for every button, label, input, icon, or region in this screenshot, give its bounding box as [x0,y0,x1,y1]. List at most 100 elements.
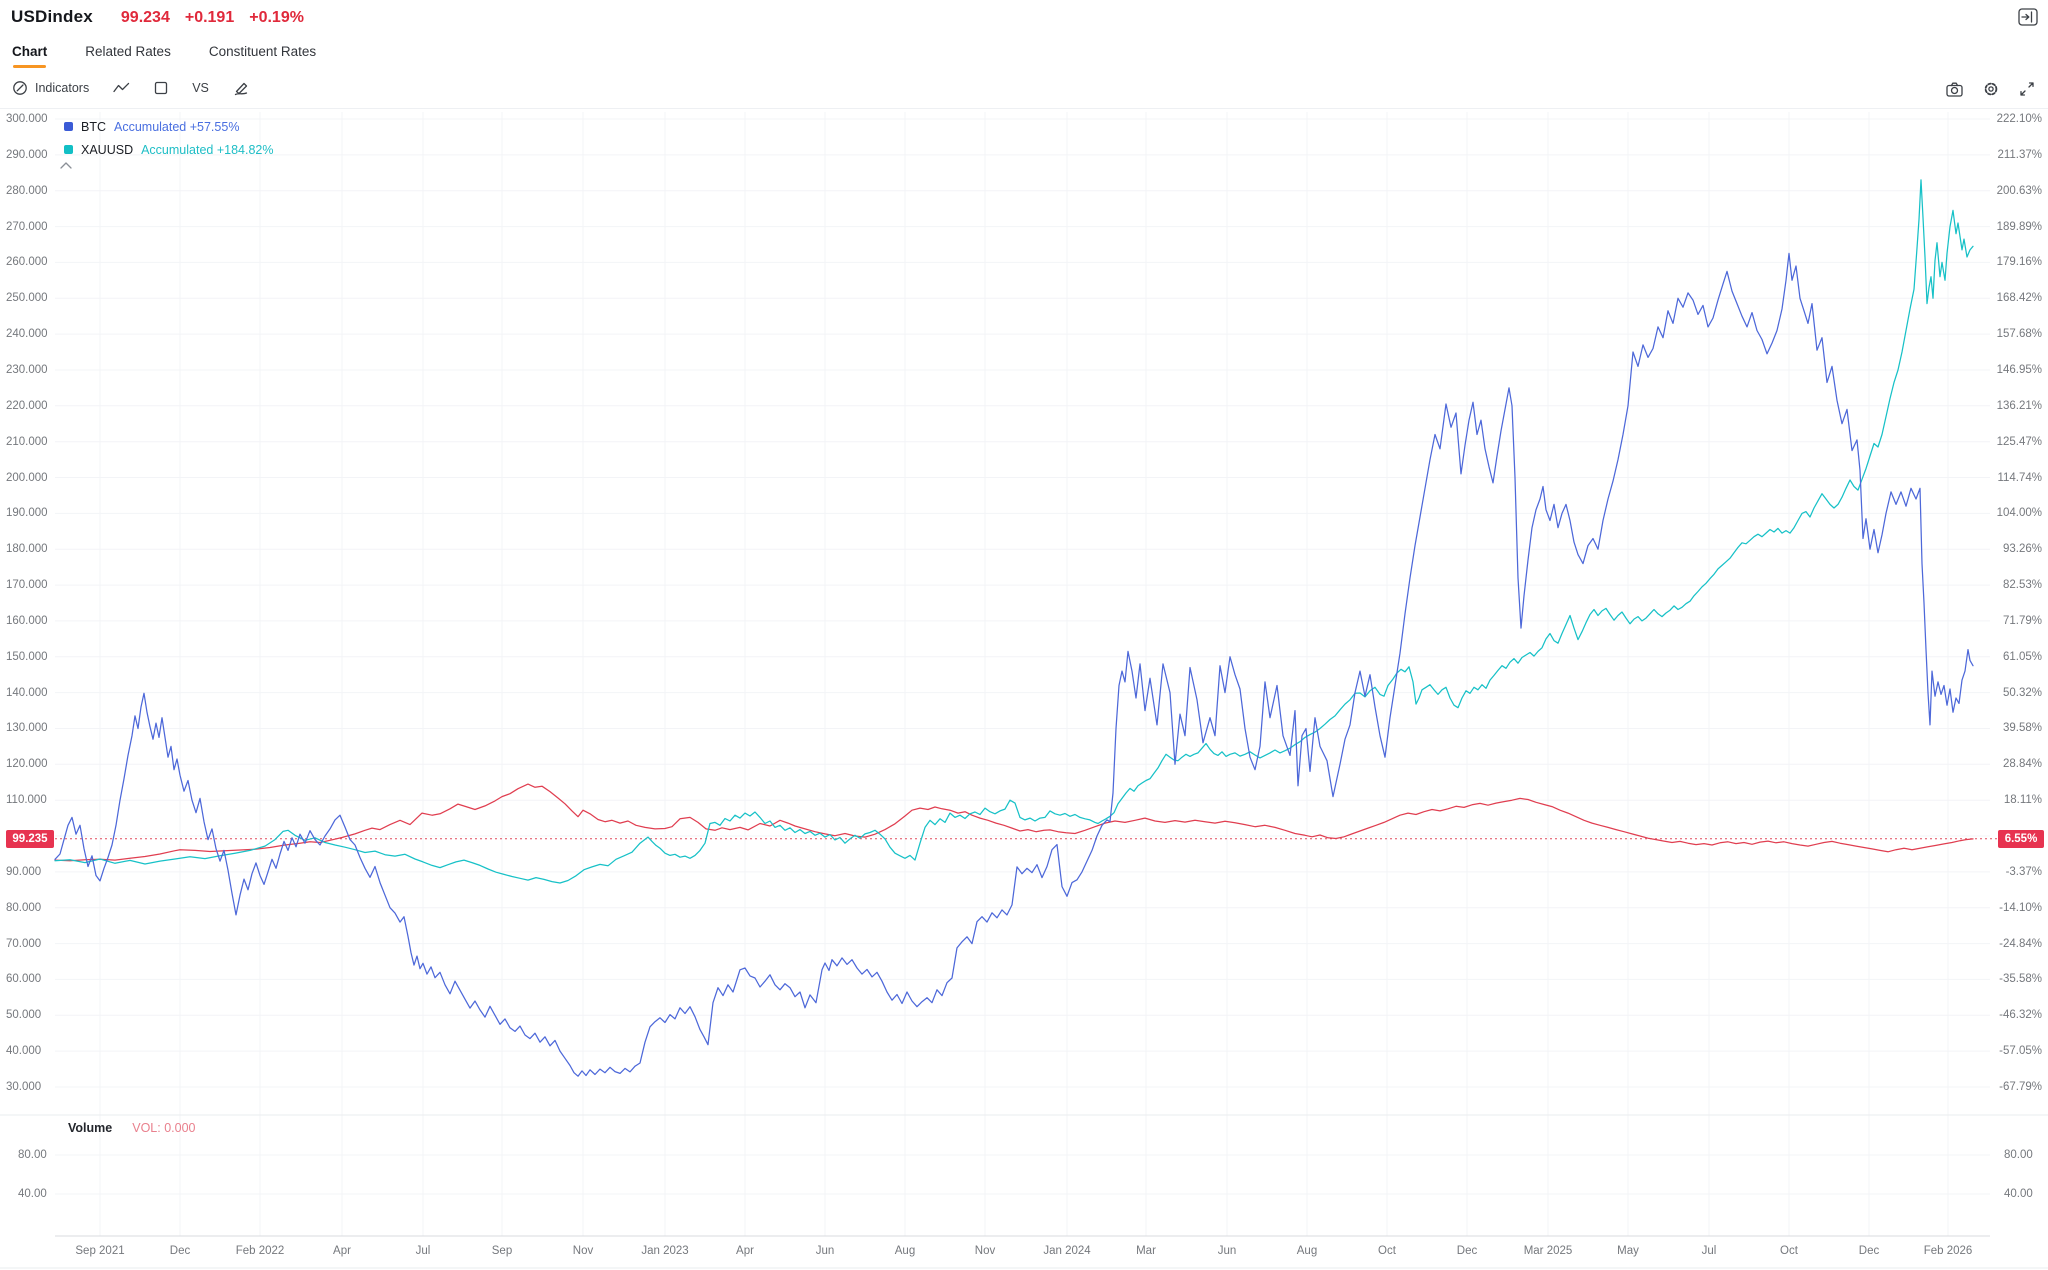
indicators-button[interactable]: Indicators [12,80,89,96]
y-axis-value-label: 130.000 [6,722,48,735]
x-axis-date-label: Jan 2024 [1043,1245,1091,1257]
gear-icon [1984,82,1998,96]
volume-value: VOL: 0.000 [132,1121,196,1135]
indicators-gauge-icon [13,81,27,95]
y-axis-percent-label: 18.11% [2003,794,2042,807]
x-axis-date-label: Jul [1701,1245,1717,1257]
active-tab-underline [13,65,47,68]
y-axis-value-label: 90.000 [6,865,42,878]
y-axis-percent-label: 157.68% [1996,328,2042,341]
legend-item-xauusd[interactable]: XAUUSD Accumulated +184.82% [64,138,273,161]
y-axis-value-label: 150.000 [6,650,48,663]
y-axis-value-label: 300.000 [6,113,48,125]
tab-constituent-rates[interactable]: Constituent Rates [208,44,317,59]
y-axis-percent-label: 61.05% [2002,650,2042,663]
rectangle-tool-button[interactable] [154,81,168,95]
y-axis-value-label: 260.000 [6,256,48,269]
compare-button[interactable]: VS [192,81,209,95]
x-axis-date-label: Jan 2023 [641,1245,689,1257]
x-axis-date-label: Mar [1136,1245,1156,1257]
volume-title: Volume [68,1121,113,1135]
y-axis-value-label: 250.000 [6,292,48,305]
collapse-panel-icon[interactable] [2018,8,2038,26]
volume-axis-label: 40.00 [2004,1188,2033,1200]
x-axis-date-label: Aug [1296,1245,1318,1257]
y-axis-value-label: 290.000 [6,148,48,161]
trend-line-icon [113,82,130,93]
y-axis-percent-label: -35.58% [1999,973,2042,986]
x-axis-date-label: Nov [572,1245,594,1257]
volume-pane-header: Volume VOL: 0.000 [68,1121,195,1135]
chart-toolbar: Indicators VS [12,80,249,96]
y-axis-percent-label: -57.05% [1999,1045,2042,1058]
y-axis-percent-label: 211.37% [1997,148,2042,161]
x-axis-date-label: Jul [415,1245,431,1257]
legend-symbol: BTC [81,119,106,134]
y-axis-percent-label: 93.26% [2002,543,2042,556]
header: USDindex 99.234 +0.191 +0.19% [11,7,304,27]
y-axis-percent-label: -46.32% [1999,1009,2042,1022]
y-axis-percent-label: 125.47% [1996,435,2042,448]
y-axis-percent-label: 82.53% [2002,579,2042,592]
rectangle-icon [155,81,168,95]
x-axis-date-label: Oct [1780,1245,1798,1257]
x-axis-date-label: May [1617,1245,1639,1257]
y-axis-value-label: 210.000 [6,435,48,448]
y-axis-value-label: 30.000 [6,1081,42,1093]
x-axis-date-label: Dec [169,1245,191,1257]
y-axis-percent-label: 114.74% [1997,471,2042,484]
fullscreen-button[interactable] [2019,81,2035,97]
y-axis-value-label: 270.000 [6,220,48,233]
legend-symbol: XAUUSD [81,142,134,157]
x-axis-date-label: Mar 2025 [1523,1245,1573,1257]
y-axis-value-label: 240.000 [6,328,48,341]
draw-button[interactable] [233,81,249,96]
y-axis-value-label: 280.000 [6,184,48,197]
price-change: +0.191 [184,9,235,26]
legend-collapse-chevron-up-icon[interactable] [60,162,72,169]
y-axis-percent-label: 104.00% [1996,507,2042,520]
tab-related-rates[interactable]: Related Rates [85,44,171,59]
x-axis-date-label: Jun [815,1245,835,1257]
price-change-percent: +0.19% [249,9,304,26]
y-axis-value-label: 230.000 [6,363,48,376]
y-axis-percent-label: 71.79% [2002,614,2042,627]
last-price: 99.234 [120,9,170,26]
legend-item-btc[interactable]: BTC Accumulated +57.55% [64,115,273,138]
tab-chart[interactable]: Chart [12,44,47,68]
y-axis-percent-label: 136.21% [1996,399,2042,412]
x-axis-date-label: Feb 2022 [235,1245,285,1257]
y-axis-percent-label: 39.58% [2002,722,2042,735]
y-axis-percent-label: -67.79% [1999,1081,2042,1093]
settings-button[interactable] [1983,81,1999,97]
legend-value: Accumulated +57.55% [114,119,240,134]
y-axis-value-label: 170.000 [6,579,48,592]
line-style-button[interactable] [113,81,130,95]
camera-icon [1946,82,1963,97]
snapshot-button[interactable] [1946,82,1963,97]
volume-axis-label: 40.00 [18,1188,47,1200]
y-axis-percent-label: 222.10% [1996,113,2042,125]
y-axis-value-label: 180.000 [6,543,48,556]
x-axis-date-label: Sep 2021 [75,1245,125,1257]
y-axis-percent-label: 168.42% [1996,292,2042,305]
y-axis-percent-label: 189.89% [1996,220,2042,233]
xauusd-swatch-icon [64,145,73,154]
y-axis-percent-label: -24.84% [1999,937,2042,950]
quote: 99.234 +0.191 +0.19% [121,9,304,27]
y-axis-value-label: 220.000 [6,399,48,412]
y-axis-value-label: 120.000 [6,758,48,771]
current-price-badge-right: 6.55% [1998,829,2044,848]
fullscreen-icon [2020,82,2034,96]
pen-icon [234,82,248,95]
x-axis-date-label: Dec [1858,1245,1880,1257]
y-axis-percent-label: 146.95% [1996,363,2042,376]
y-axis-value-label: 160.000 [6,614,48,627]
y-axis-value-label: 140.000 [6,686,48,699]
legend-value: Accumulated +184.82% [141,142,274,157]
btc-swatch-icon [64,122,73,131]
y-axis-value-label: 40.000 [6,1045,42,1058]
y-axis-value-label: 200.000 [6,471,48,484]
x-axis-date-label: Oct [1378,1245,1396,1257]
